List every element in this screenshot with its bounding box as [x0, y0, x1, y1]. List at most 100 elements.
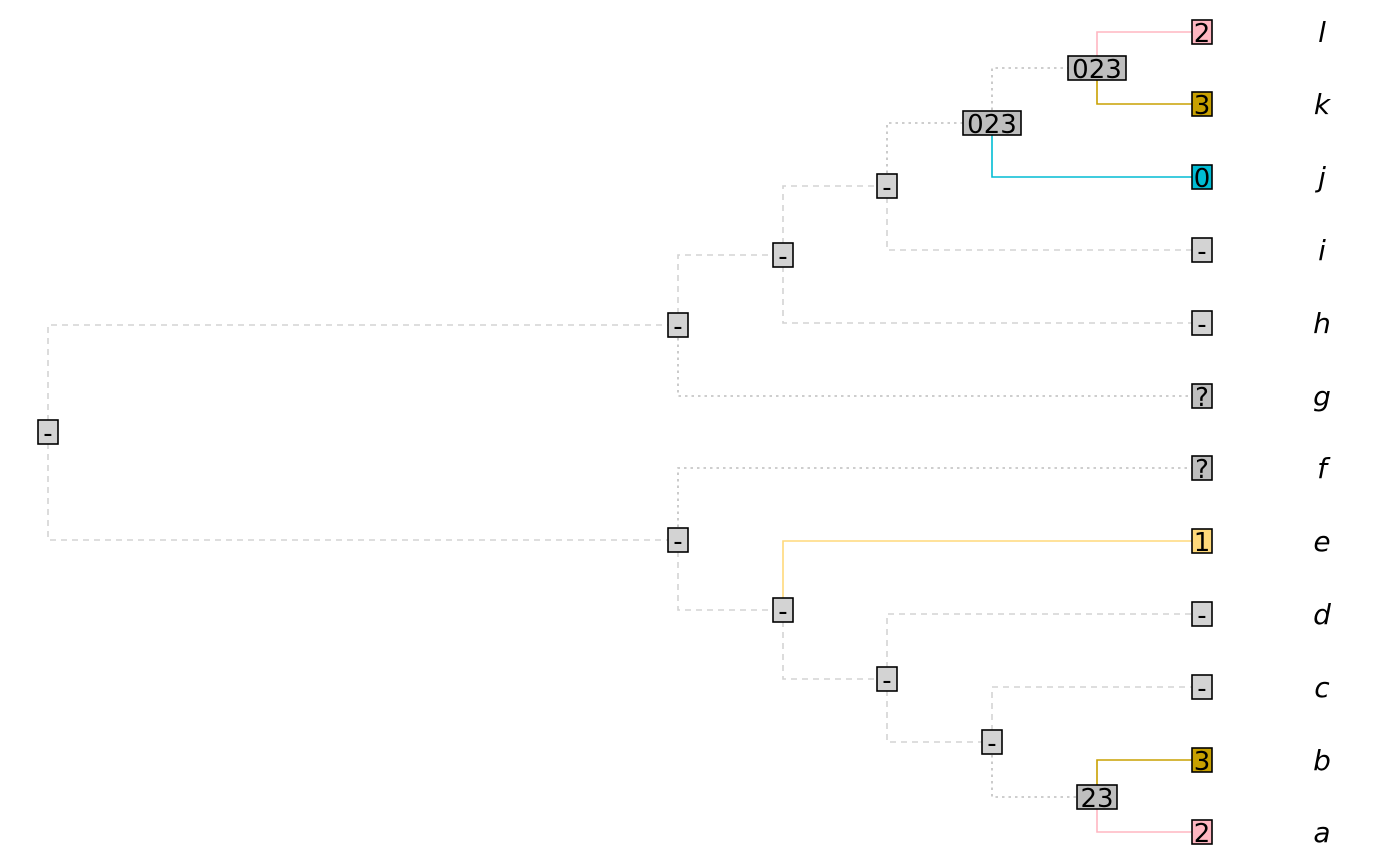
internal-node-n_jkl-box [962, 110, 1022, 136]
tip-node-g-state: ? [1195, 383, 1209, 413]
internal-node-n_lower-state: - [673, 527, 682, 557]
tip-label-j: j [1314, 161, 1326, 194]
tip-node-f-box [1191, 455, 1213, 481]
tip-label-c: c [1314, 671, 1330, 704]
internal-node-n_ab-box [1076, 784, 1118, 810]
internal-node-n_lower-box [667, 527, 689, 553]
tip-node-k-box [1191, 91, 1213, 117]
internal-node-n_hijkl-box [772, 242, 794, 268]
internal-node-n_abcd-state: - [882, 666, 891, 696]
tip-node-j-box [1191, 164, 1213, 190]
internal-node-n_abc: - [981, 729, 1003, 759]
internal-node-root-state: - [43, 419, 52, 449]
internal-node-n_hijkl-state: - [778, 242, 787, 272]
tip-label-a: a [1313, 816, 1330, 849]
edge-n_ijkl-to-i [886, 186, 1202, 251]
edge-n_lower-to-n_abcde [677, 540, 783, 611]
tip-node-i-state: - [1197, 237, 1206, 267]
tip-node-l-box [1191, 19, 1213, 45]
tip-label-d: d [1313, 598, 1331, 631]
internal-node-n_abcd: - [876, 666, 898, 696]
internal-node-n_upper: - [667, 312, 689, 342]
tip-node-b-box [1191, 747, 1213, 773]
internal-node-n_kl-state: 023 [1072, 55, 1122, 85]
internal-node-n_abcde-state: - [778, 597, 787, 627]
tip-node-f-state: ? [1195, 455, 1209, 485]
tip-node-c: - [1191, 674, 1213, 704]
edge-n_upper-to-n_hijkl [677, 254, 783, 325]
tip-node-b-state: 3 [1194, 747, 1211, 777]
tip-label-k: k [1314, 88, 1332, 121]
edge-n_abc-to-c [991, 686, 1202, 742]
internal-node-n_ijkl: - [876, 173, 898, 203]
tip-node-l: 2 [1191, 19, 1213, 49]
tip-label-b: b [1313, 744, 1331, 777]
internal-node-n_ab: 23 [1076, 784, 1118, 814]
tip-node-k-state: 3 [1194, 91, 1211, 121]
tip-label-g: g [1313, 380, 1331, 413]
edge-n_upper-to-g [677, 325, 1202, 397]
tip-label-f: f [1317, 452, 1331, 485]
tip-label-l: l [1318, 16, 1326, 49]
internal-node-n_kl-box [1067, 55, 1127, 81]
internal-node-n_upper-box [667, 312, 689, 338]
tip-node-d-box [1191, 601, 1213, 627]
tip-node-k: 3 [1191, 91, 1213, 121]
tip-node-d-state: - [1197, 601, 1206, 631]
tip-node-a-state: 2 [1194, 819, 1211, 849]
tip-node-e-state: 1 [1194, 528, 1211, 558]
tip-node-h-state: - [1197, 310, 1206, 340]
tip-node-j: 0 [1191, 164, 1213, 194]
edge-n_hijkl-to-h [782, 255, 1202, 324]
internal-node-n_lower: - [667, 527, 689, 557]
internal-node-n_abcd-box [876, 666, 898, 692]
internal-node-n_jkl-state: 023 [967, 110, 1017, 140]
edge-n_abcd-to-d [886, 613, 1202, 679]
tip-node-b: 3 [1191, 747, 1213, 777]
internal-node-root-box [37, 419, 59, 445]
tip-node-e-box [1191, 528, 1213, 554]
edge-n_abcde-to-e [782, 540, 1202, 610]
internal-node-n_abc-state: - [987, 729, 996, 759]
tip-node-l-state: 2 [1194, 19, 1211, 49]
edge-n_lower-to-f [677, 467, 1202, 540]
tip-node-i: - [1191, 237, 1213, 267]
edge-n_abc-to-n_ab [991, 742, 1097, 798]
edge-n_abcd-to-n_abc [886, 679, 992, 743]
tip-label-i: i [1318, 234, 1326, 267]
tip-node-g-box [1191, 383, 1213, 409]
tip-node-a: 2 [1191, 819, 1213, 849]
edges [47, 31, 1202, 833]
edge-n_hijkl-to-n_ijkl [782, 185, 887, 255]
tip-node-f: ? [1191, 455, 1213, 485]
internal-node-n_hijkl: - [772, 242, 794, 272]
edge-n_ijkl-to-n_jkl [886, 122, 992, 186]
internal-node-n_upper-state: - [673, 312, 682, 342]
internal-node-n_ijkl-state: - [882, 173, 891, 203]
edge-root-to-n_lower [47, 432, 678, 541]
internal-node-root: - [37, 419, 59, 449]
internal-node-n_jkl: 023 [962, 110, 1022, 140]
internal-node-n_ijkl-box [876, 173, 898, 199]
tip-node-h-box [1191, 310, 1213, 336]
tip-node-j-state: 0 [1194, 164, 1211, 194]
tip-node-d: - [1191, 601, 1213, 631]
tip-node-i-box [1191, 237, 1213, 263]
tip-node-h: - [1191, 310, 1213, 340]
edge-n_abcde-to-n_abcd [782, 610, 887, 680]
tip-node-a-box [1191, 819, 1213, 845]
tip-node-c-state: - [1197, 674, 1206, 704]
internal-node-n_abc-box [981, 729, 1003, 755]
tip-node-e: 1 [1191, 528, 1213, 558]
edge-n_jkl-to-j [991, 123, 1202, 178]
tip-node-c-box [1191, 674, 1213, 700]
edge-root-to-n_upper [47, 324, 678, 432]
tip-node-g: ? [1191, 383, 1213, 413]
tip-label-h: h [1313, 307, 1331, 340]
tip-label-e: e [1313, 525, 1330, 558]
internal-node-n_ab-state: 23 [1080, 784, 1113, 814]
edge-n_jkl-to-n_kl [991, 67, 1097, 123]
internal-node-n_abcde-box [772, 597, 794, 623]
internal-node-n_kl: 023 [1067, 55, 1127, 85]
